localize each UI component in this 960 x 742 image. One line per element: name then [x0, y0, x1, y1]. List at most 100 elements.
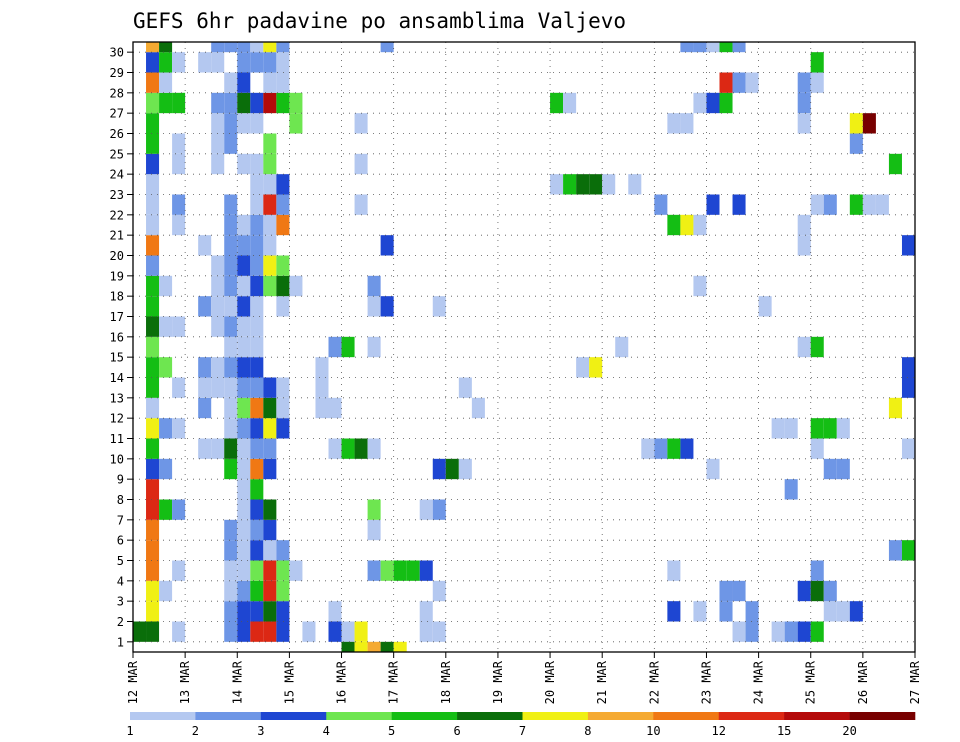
heatmap-cell: [589, 174, 603, 195]
x-tick-label: 21 MAR: [595, 660, 609, 704]
y-tick-label: 18: [110, 290, 124, 304]
heatmap-cell: [250, 275, 264, 297]
heatmap-cell: [224, 540, 238, 561]
heatmap-cell: [263, 519, 277, 541]
y-tick-label: 16: [110, 330, 124, 344]
heatmap-cell: [159, 52, 173, 73]
heatmap-cell: [263, 255, 277, 276]
colorbar-tick-label: 3: [257, 724, 264, 738]
heatmap-cell: [719, 72, 733, 93]
heatmap-cell: [224, 621, 238, 642]
heatmap-cell: [641, 438, 655, 459]
heatmap-cell: [406, 560, 420, 581]
heatmap-cell: [393, 641, 407, 652]
heatmap-cell: [576, 357, 590, 378]
heatmap-cell: [550, 92, 564, 114]
heatmap-cell: [745, 601, 759, 622]
heatmap-cell: [432, 458, 446, 480]
heatmap-cell: [771, 621, 785, 642]
colorbar-tick-label: 15: [777, 724, 791, 738]
heatmap-cell: [237, 601, 251, 622]
x-tick-label: 25 MAR: [804, 660, 818, 704]
heatmap-cell: [263, 92, 277, 114]
heatmap-cell: [198, 52, 212, 73]
heatmap-cell: [211, 52, 225, 73]
heatmap-cell: [211, 296, 225, 317]
heatmap-cell: [458, 377, 472, 398]
heatmap-cell: [263, 214, 277, 236]
heatmap-cell: [211, 438, 225, 459]
y-tick-label: 22: [110, 208, 124, 222]
heatmap-cell: [224, 519, 238, 541]
heatmap-cell: [745, 621, 759, 642]
heatmap-cell: [224, 214, 238, 236]
heatmap-cell: [146, 194, 160, 215]
heatmap-cell: [888, 153, 902, 175]
heatmap-cell: [276, 174, 290, 195]
heatmap-cell: [758, 296, 772, 317]
heatmap-cell: [706, 92, 720, 114]
heatmap-cell: [224, 255, 238, 276]
heatmap-cell: [471, 397, 485, 419]
heatmap-cell: [419, 601, 433, 622]
x-tick-label: 12 MAR: [126, 660, 140, 704]
y-tick-label: 21: [110, 229, 124, 243]
heatmap-cell: [667, 113, 681, 134]
heatmap-cell: [250, 255, 264, 276]
heatmap-cell: [159, 275, 173, 297]
heatmap-cell: [263, 133, 277, 154]
heatmap-cell: [237, 377, 251, 398]
heatmap-cell: [224, 601, 238, 622]
heatmap-cell: [602, 174, 616, 195]
heatmap-cell: [159, 499, 173, 520]
heatmap-cell: [172, 621, 186, 642]
heatmap-cell: [146, 540, 160, 561]
heatmap-cell: [146, 235, 160, 256]
heatmap-cell: [250, 336, 264, 358]
heatmap-cell: [654, 194, 668, 215]
heatmap-cell: [276, 194, 290, 215]
heatmap-cell: [276, 601, 290, 622]
colorbar-swatch: [718, 712, 785, 720]
heatmap-cell: [172, 560, 186, 581]
heatmap-cell: [263, 418, 277, 439]
grid-lines: [133, 42, 915, 652]
heatmap-cell: [732, 42, 746, 53]
heatmap-cell: [146, 397, 160, 419]
colorbar-tick-label: 5: [388, 724, 395, 738]
x-tick-label: 22 MAR: [647, 660, 661, 704]
heatmap-cell: [237, 42, 251, 53]
heatmap-cell: [797, 235, 811, 256]
heatmap-cell: [693, 42, 707, 53]
heatmap-cell: [237, 357, 251, 378]
heatmap-cell: [836, 418, 850, 439]
heatmap-cell: [159, 92, 173, 114]
heatmap-cell: [146, 52, 160, 73]
heatmap-cell: [146, 92, 160, 114]
colorbar-tick-label: 4: [323, 724, 330, 738]
colorbar-swatch: [784, 712, 850, 720]
y-tick-label: 6: [117, 534, 124, 548]
colorbar-swatch: [457, 712, 523, 720]
heatmap-cell: [862, 113, 876, 134]
heatmap-cell: [797, 214, 811, 236]
heatmap-cell: [159, 418, 173, 439]
heatmap-cell: [250, 438, 264, 459]
heatmap-cell: [849, 601, 863, 622]
colorbar-tick-label: 10: [646, 724, 660, 738]
heatmap-cell: [550, 174, 564, 195]
heatmap-cell: [159, 72, 173, 93]
heatmap-cell: [432, 621, 446, 642]
heatmap-cell: [354, 194, 368, 215]
heatmap-cell: [810, 438, 824, 459]
x-tick-label: 17 MAR: [387, 660, 401, 704]
colorbar-swatch: [195, 712, 262, 720]
heatmap-cell: [224, 377, 238, 398]
heatmap-cell: [159, 42, 173, 53]
heatmap-cell: [146, 336, 160, 358]
heatmap-cell: [901, 357, 915, 378]
heatmap-cell: [706, 458, 720, 480]
heatmap-cell: [211, 357, 225, 378]
heatmap-cell: [250, 397, 264, 419]
